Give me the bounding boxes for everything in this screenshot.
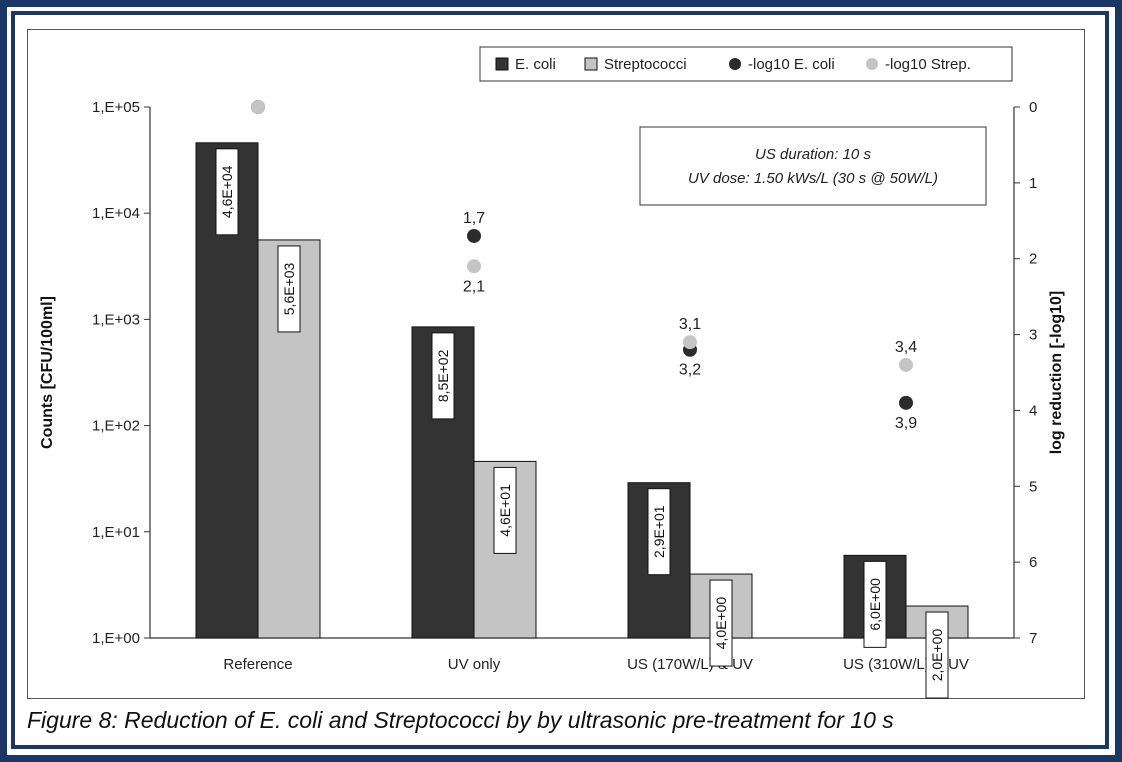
- legend-label: -log10 E. coli: [748, 56, 835, 73]
- x-tick-label: US (170W/L) & UV: [627, 656, 753, 673]
- legend-swatch: [495, 57, 509, 71]
- annotation-line: US duration: 10 s: [755, 146, 871, 163]
- point-value-label: 3,2: [679, 362, 701, 379]
- legend-box: [479, 46, 1013, 82]
- y2-tick-label: 2: [1029, 251, 1037, 268]
- y-axis-title: Counts [CFU/100ml]: [39, 296, 56, 449]
- point--log10-strep-: [251, 100, 265, 114]
- annotation-box: [639, 126, 987, 206]
- legend-swatch: [584, 57, 598, 71]
- bar-value-label: 2,0E+00: [929, 629, 945, 682]
- y-tick-label: 1,E+01: [92, 524, 140, 541]
- x-tick-label: Reference: [223, 656, 292, 673]
- bar-value-label: 8,5E+02: [435, 349, 451, 402]
- legend-marker: [729, 58, 741, 70]
- bar-value-label-box: [925, 611, 949, 699]
- bar-value-label-box: [493, 466, 517, 554]
- y2-tick-label: 3: [1029, 327, 1037, 344]
- bar-value-label: 4,6E+01: [497, 484, 513, 537]
- y2-tick-label: 1: [1029, 175, 1037, 192]
- bar-value-label-box: [277, 245, 301, 333]
- bar-value-label-box: [431, 332, 455, 420]
- y2-tick-label: 4: [1029, 402, 1037, 419]
- point--log10-e-coli: [899, 395, 913, 410]
- y-tick-label: 1,E+02: [92, 418, 140, 435]
- point-value-label: 3,1: [679, 316, 701, 333]
- point-value-label: 2,1: [463, 278, 485, 295]
- annotation-line: UV dose: 1.50 kWs/L (30 s @ 50W/L): [688, 170, 938, 187]
- bar-value-label-box: [709, 579, 733, 667]
- figure-caption: Figure 8: Reduction of E. coli and Strep…: [27, 707, 894, 733]
- point--log10-strep-: [683, 335, 697, 350]
- y-tick-label: 1,E+04: [92, 205, 140, 222]
- point--log10-e-coli: [467, 228, 481, 243]
- legend-label: -log10 Strep.: [885, 56, 971, 73]
- point--log10-strep-: [899, 357, 913, 372]
- y2-tick-label: 5: [1029, 478, 1037, 495]
- y2-tick-label: 0: [1029, 99, 1037, 116]
- x-tick-label: US (310W/L) & UV: [843, 656, 969, 673]
- y-tick-label: 1,E+05: [92, 99, 140, 116]
- point-value-label: 3,4: [895, 339, 917, 356]
- legend-marker: [866, 58, 878, 70]
- y-tick-label: 1,E+00: [92, 630, 140, 647]
- y2-tick-label: 6: [1029, 554, 1037, 571]
- point-value-label: 1,7: [463, 210, 485, 227]
- bar-value-label-box: [215, 148, 239, 236]
- bar-value-label-box: [863, 560, 887, 648]
- legend-label: E. coli: [515, 56, 556, 73]
- bar-value-label-box: [647, 488, 671, 576]
- y-tick-label: 1,E+03: [92, 311, 140, 328]
- bar-value-label: 2,9E+01: [651, 505, 667, 558]
- bar-value-label: 4,0E+00: [713, 597, 729, 650]
- x-tick-label: UV only: [448, 656, 501, 673]
- bar-value-label: 4,6E+04: [219, 165, 235, 218]
- bar-value-label: 6,0E+00: [867, 578, 883, 631]
- point-value-label: 3,9: [895, 415, 917, 432]
- y2-axis-title: log reduction [-log10]: [1048, 291, 1065, 455]
- bar-value-label: 5,6E+03: [281, 262, 297, 315]
- legend-label: Streptococci: [604, 56, 687, 73]
- point--log10-strep-: [467, 259, 481, 274]
- y2-tick-label: 7: [1029, 630, 1037, 647]
